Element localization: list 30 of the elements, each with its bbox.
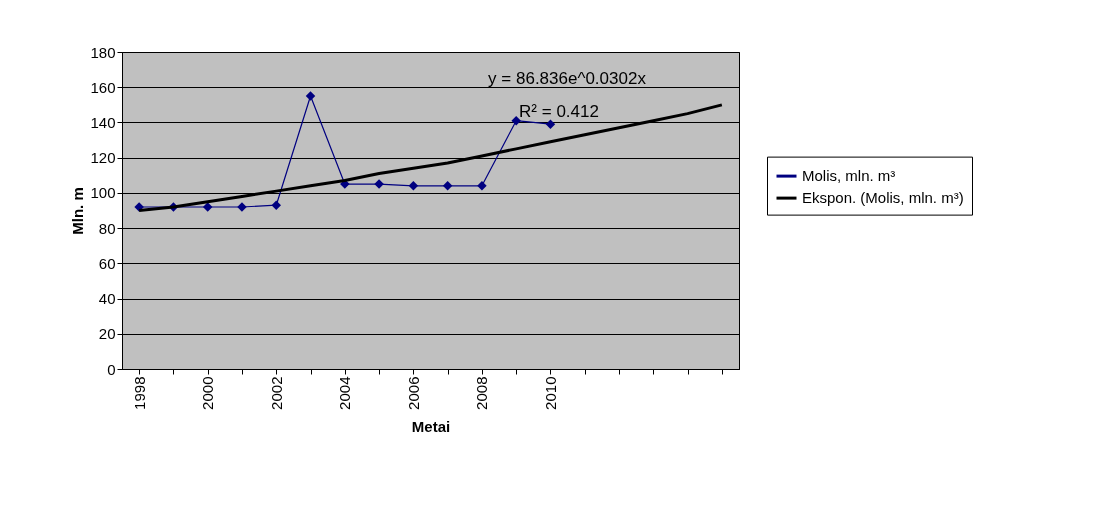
y-tick-label: 140 bbox=[90, 113, 116, 131]
y-tick-label: 0 bbox=[107, 360, 116, 378]
point bbox=[511, 115, 521, 126]
y-tick-label: 180 bbox=[90, 43, 116, 61]
y-tick-label: 20 bbox=[98, 325, 116, 343]
x-tick-label: 2010 bbox=[541, 376, 559, 410]
y-tick-label: 120 bbox=[90, 149, 116, 167]
point bbox=[271, 200, 281, 210]
point bbox=[408, 181, 419, 191]
x-tick-label: 2004 bbox=[336, 376, 354, 410]
point bbox=[202, 202, 213, 212]
y-tick-label: 80 bbox=[98, 219, 116, 237]
x-tick-label: 2002 bbox=[267, 376, 285, 410]
y-tick-label: 100 bbox=[90, 184, 116, 202]
point bbox=[545, 119, 556, 129]
annotation: y = 86.836e^0.0302x bbox=[488, 69, 647, 88]
point bbox=[305, 91, 316, 101]
y-axis-title: Mln. m bbox=[69, 187, 87, 235]
x-tick-label: 2008 bbox=[473, 376, 491, 410]
x-tick-label: 2000 bbox=[199, 376, 217, 410]
y-tick-label: 40 bbox=[98, 290, 116, 308]
legend-label: Ekspon. (Molis, mln. m³) bbox=[802, 189, 964, 207]
annotation: R² = 0.412 bbox=[519, 102, 599, 121]
y-tick-label: 160 bbox=[90, 78, 116, 96]
x-axis-title: Metai bbox=[411, 417, 451, 435]
legend-label: Molis, mln. m³ bbox=[802, 167, 896, 185]
y-tick-label: 60 bbox=[98, 254, 116, 272]
x-tick-label: 1998 bbox=[130, 376, 148, 410]
point bbox=[442, 181, 453, 191]
x-tick-label: 2006 bbox=[404, 376, 422, 410]
